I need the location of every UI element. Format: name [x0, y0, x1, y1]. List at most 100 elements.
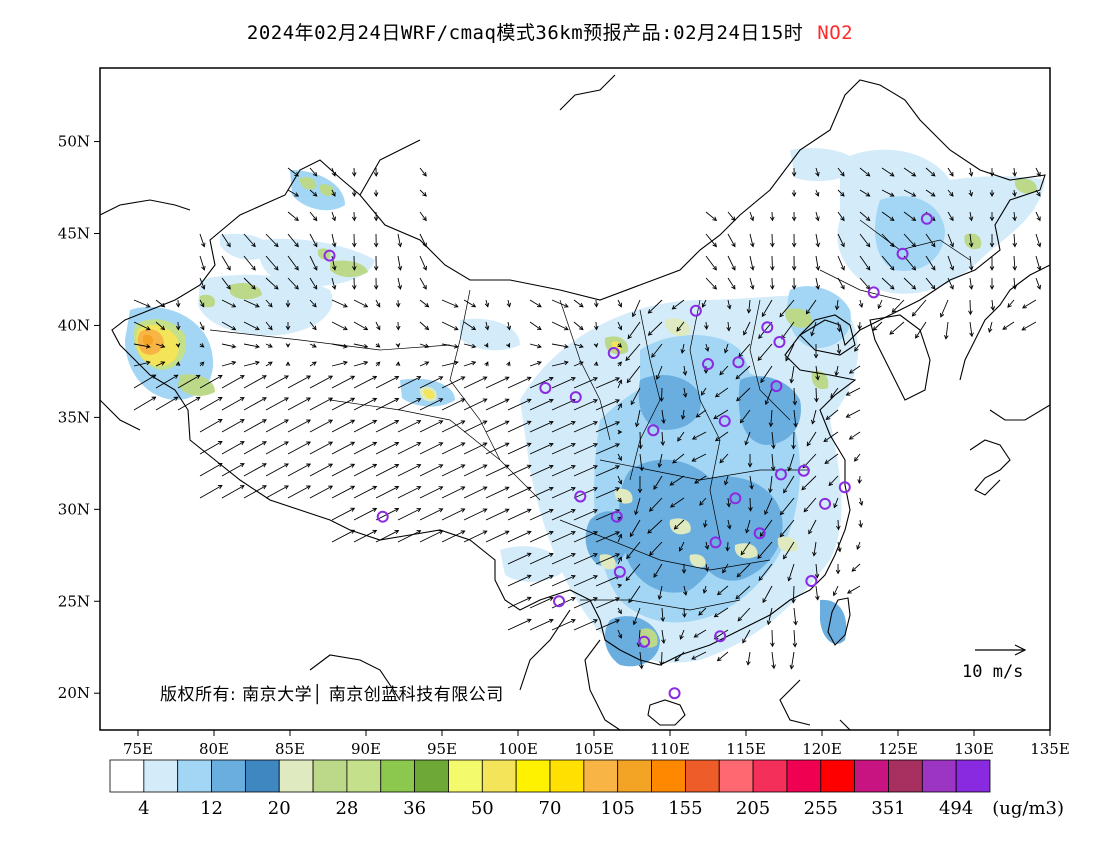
wind-vector-head	[548, 376, 554, 382]
wind-vector	[833, 585, 839, 596]
wind-vector-head	[312, 302, 317, 308]
wind-vector	[661, 409, 665, 424]
wind-vector-head	[989, 266, 995, 271]
wind-vector	[826, 409, 839, 420]
wind-vector	[1013, 189, 1016, 197]
wind-vector-head	[670, 503, 675, 508]
wind-vector	[743, 321, 751, 335]
wind-vector	[529, 377, 554, 389]
wind-vector-head	[373, 242, 379, 248]
wind-vector-head	[791, 192, 797, 197]
wind-vector	[375, 442, 399, 455]
wind-vector-head	[915, 333, 920, 339]
wind-vector	[221, 343, 236, 348]
wind-vector	[507, 443, 532, 455]
wind-vector-head	[563, 344, 569, 349]
wind-vector-head	[771, 664, 776, 670]
wind-vector	[727, 299, 731, 309]
wind-vector	[309, 361, 317, 367]
wind-vector	[661, 629, 665, 644]
china-outline	[100, 74, 1050, 730]
wind-vector-head	[342, 303, 348, 308]
wind-vector-head	[262, 375, 267, 380]
wind-vector	[740, 541, 751, 556]
wind-vector	[309, 343, 317, 348]
wind-vector	[573, 575, 598, 587]
wind-vector	[287, 189, 299, 197]
wind-vector-head	[548, 508, 554, 514]
city-station-marker	[714, 630, 727, 643]
wind-vector	[630, 387, 641, 405]
wind-vector-head	[394, 464, 400, 469]
wind-vector-head	[453, 303, 459, 308]
wind-vector	[485, 530, 510, 543]
wind-vector	[243, 419, 267, 433]
colorbar-swatch	[718, 759, 754, 793]
wind-vector	[353, 530, 377, 543]
wind-vector-head	[593, 361, 599, 367]
wind-vector	[265, 343, 273, 348]
wind-vector	[771, 651, 775, 669]
wind-vector-head	[593, 421, 598, 426]
colorbar-label: 494	[939, 798, 973, 819]
wind-vector	[771, 431, 775, 449]
wind-vector	[265, 485, 289, 499]
wind-vector	[573, 509, 598, 521]
wind-vector-head	[294, 284, 299, 290]
wind-vector-head	[989, 242, 995, 248]
wind-vector-head	[375, 343, 381, 348]
wind-vector-head	[460, 420, 466, 425]
city-station-marker	[805, 575, 818, 588]
wind-vector-head	[989, 192, 995, 197]
city-station-marker	[574, 490, 587, 503]
wind-vector	[221, 441, 245, 455]
wind-vector	[617, 629, 622, 639]
wind-vector	[441, 321, 459, 331]
wind-vector	[551, 465, 576, 477]
wind-vector	[837, 211, 845, 221]
wind-vector	[375, 376, 399, 389]
wind-vector	[243, 277, 256, 290]
wind-vector-head	[372, 419, 378, 425]
wind-vector	[551, 531, 576, 543]
wind-vector-head	[331, 171, 336, 177]
wind-vector-head	[660, 617, 666, 623]
wind-vector-head	[239, 375, 245, 380]
wind-vector	[651, 343, 663, 358]
wind-vector-head	[949, 191, 954, 197]
wind-vector-head	[217, 463, 223, 468]
wind-vector	[837, 343, 840, 354]
city-station-marker	[797, 464, 810, 477]
wind-vector-head	[815, 242, 821, 248]
wind-vector-head	[294, 216, 299, 222]
colorbar-swatch	[549, 759, 585, 793]
wind-vector-head	[294, 172, 299, 177]
wind-vector-head	[175, 361, 181, 367]
colorbar-swatch	[177, 759, 212, 793]
wind-vector-head	[363, 325, 369, 331]
wind-vector-head	[857, 325, 863, 330]
wind-vector	[759, 519, 773, 537]
wind-vector	[551, 487, 576, 499]
wind-vector-head	[397, 284, 403, 290]
wind-vector-head	[484, 342, 489, 348]
wind-vector	[856, 541, 861, 550]
wind-vector	[199, 233, 205, 247]
wind-vector-head	[1036, 191, 1041, 197]
wind-vector	[221, 233, 231, 247]
wind-vector-head	[593, 399, 598, 404]
wind-vector	[573, 399, 598, 411]
wind-vector-head	[306, 463, 311, 468]
wind-vector-head	[762, 598, 767, 604]
wind-vector-head	[679, 634, 684, 640]
wind-vector	[573, 343, 584, 348]
wind-vector-head	[273, 285, 279, 290]
wind-vector	[287, 233, 299, 247]
wind-vector-head	[548, 398, 554, 404]
wind-vector-head	[949, 284, 954, 290]
wind-vector-head	[217, 375, 223, 380]
wind-vector-head	[743, 330, 748, 336]
wind-vector	[847, 585, 861, 594]
wind-vector	[653, 563, 663, 578]
wind-vector	[699, 497, 707, 506]
